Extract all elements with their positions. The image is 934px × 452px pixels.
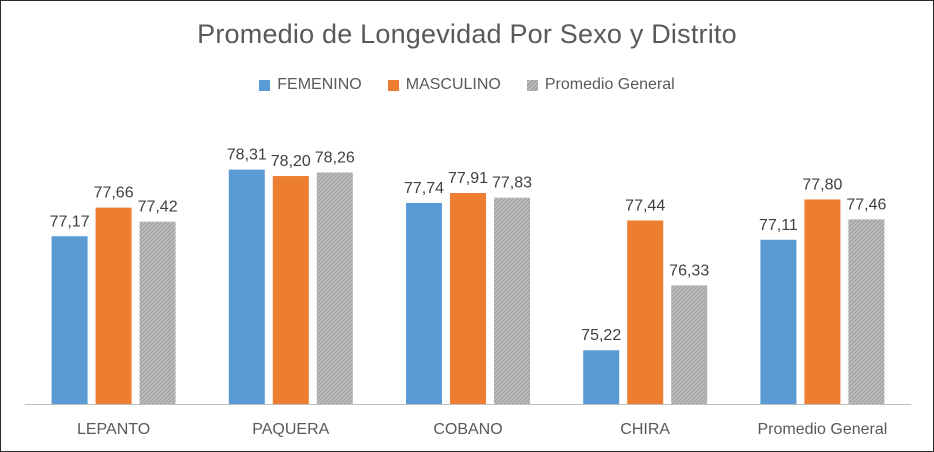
data-label-masculino-promedio-general: 77,80 [802, 176, 842, 193]
bar-promedio-general-lepanto [139, 221, 176, 404]
legend-item-promedio-general: Promedio General [526, 76, 675, 94]
legend-item-femenino: FEMENINO [259, 76, 362, 94]
bar-promedio-general-cobano [494, 197, 530, 404]
bar-masculino-cobano [450, 193, 486, 404]
x-tick-label-promedio-general: Promedio General [757, 421, 887, 438]
bars-group [51, 169, 885, 404]
legend-label-promedio-general: Promedio General [544, 76, 675, 93]
bar-femenino-paquera [228, 169, 265, 404]
x-tick-label-chira: CHIRA [620, 421, 670, 438]
data-label-masculino-lepanto: 77,66 [94, 185, 134, 202]
legend-label-masculino: MASCULINO [405, 76, 501, 93]
legend: FEMENINO MASCULINO Promedio General [1, 76, 933, 94]
x-tick-label-paquera: PAQUERA [252, 421, 329, 438]
data-label-promedio-general-chira: 76,33 [669, 262, 709, 279]
bar-femenino-promedio-general [760, 239, 797, 404]
data-label-promedio-general-lepanto: 77,42 [138, 199, 178, 216]
data-label-masculino-cobano: 77,91 [448, 170, 488, 187]
legend-swatch-masculino [387, 79, 399, 91]
legend-item-masculino: MASCULINO [387, 76, 501, 94]
data-label-masculino-chira: 77,44 [625, 197, 665, 214]
bar-promedio-general-paquera [316, 172, 353, 404]
data-label-femenino-paquera: 78,31 [227, 147, 267, 164]
data-label-promedio-general-cobano: 77,83 [492, 175, 532, 192]
data-label-masculino-paquera: 78,20 [271, 153, 311, 170]
data-label-promedio-general-paquera: 78,26 [315, 150, 355, 167]
x-tick-label-cobano: COBANO [433, 421, 502, 438]
bar-masculino-promedio-general [804, 199, 841, 404]
data-label-femenino-cobano: 77,74 [404, 180, 444, 197]
bar-promedio-general-promedio-general [848, 219, 885, 404]
data-label-femenino-lepanto: 77,17 [50, 213, 90, 230]
chart-title: Promedio de Longevidad Por Sexo y Distri… [197, 19, 737, 49]
bar-femenino-cobano [406, 202, 442, 404]
legend-label-femenino: FEMENINO [277, 76, 362, 93]
data-label-femenino-promedio-general: 77,11 [759, 217, 798, 234]
bar-masculino-paquera [272, 176, 309, 404]
bar-masculino-chira [627, 220, 664, 404]
bar-promedio-general-chira [671, 285, 708, 404]
data-label-femenino-chira: 75,22 [581, 327, 621, 344]
x-tick-label-lepanto: LEPANTO [77, 421, 150, 438]
data-label-promedio-general-promedio-general: 77,46 [846, 196, 886, 213]
legend-swatch-promedio-general [526, 79, 538, 91]
bar-masculino-lepanto [95, 207, 132, 404]
bar-femenino-chira [583, 350, 620, 404]
legend-swatch-femenino [259, 79, 271, 91]
bar-femenino-lepanto [51, 236, 88, 404]
